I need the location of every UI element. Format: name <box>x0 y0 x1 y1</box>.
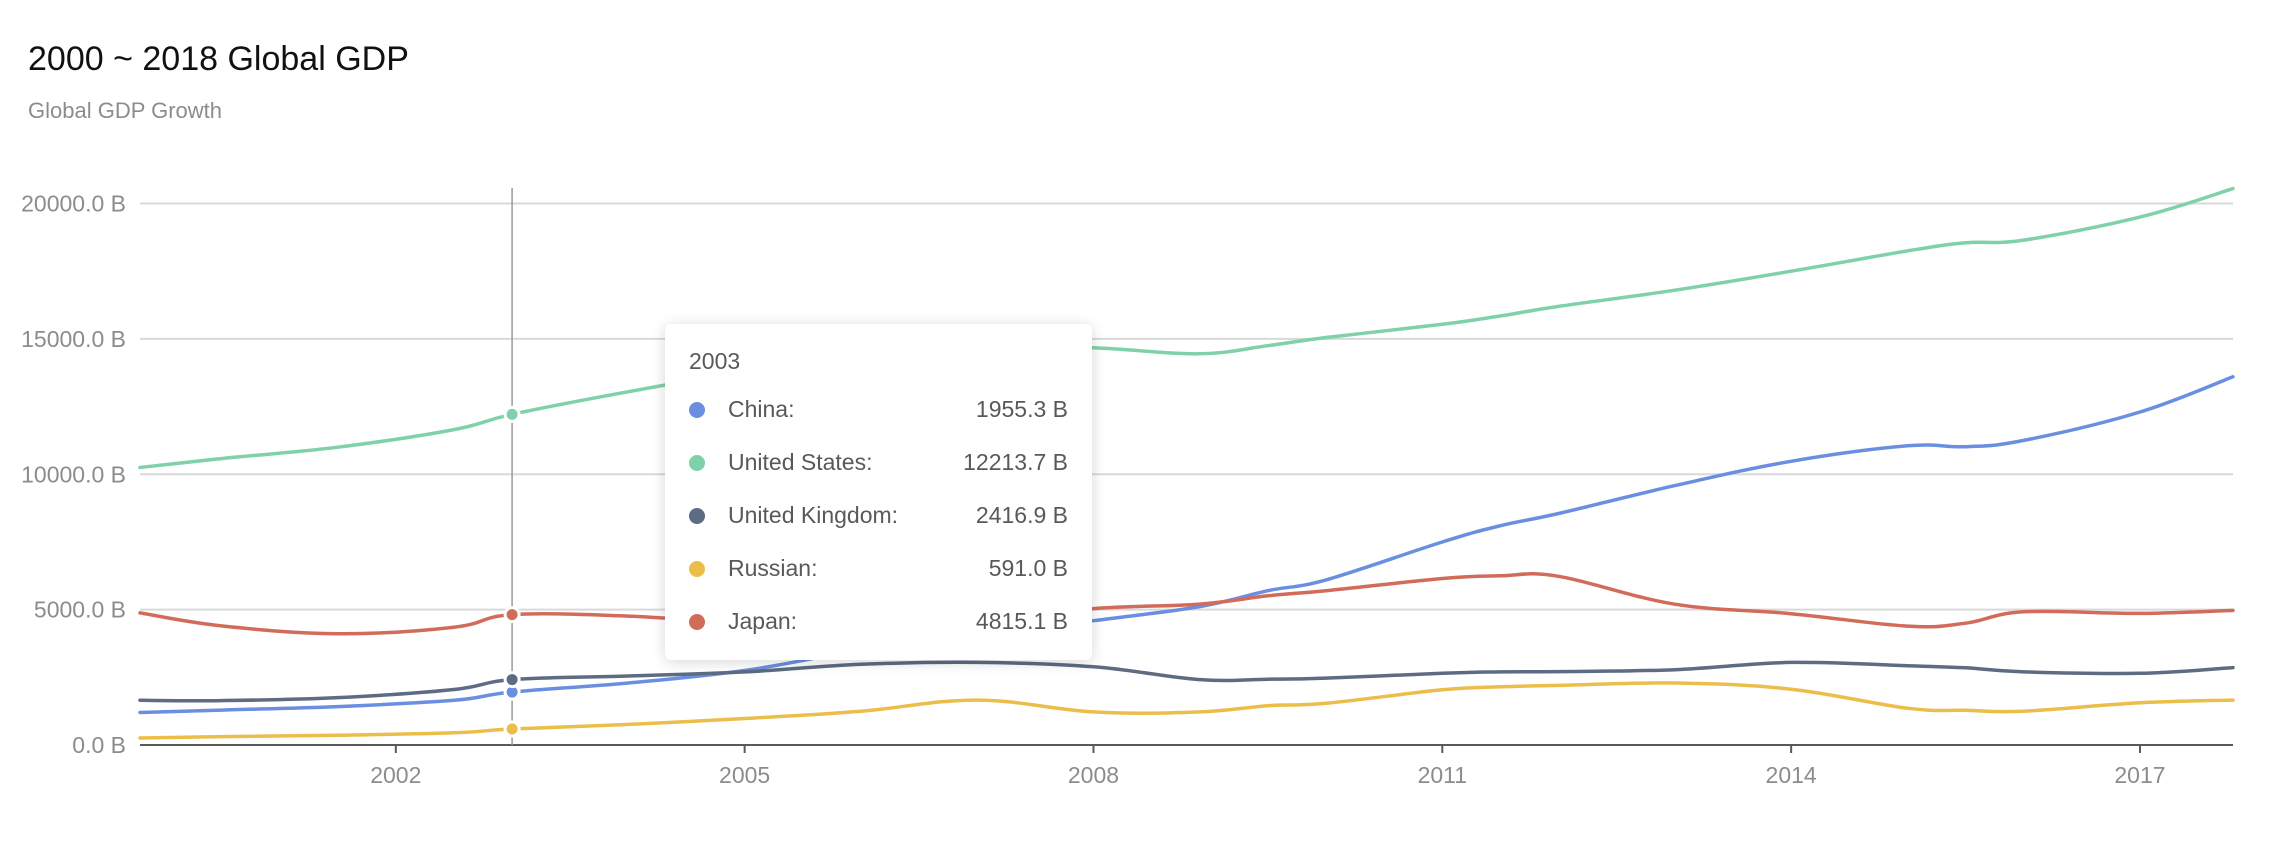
active-points[interactable] <box>503 405 521 738</box>
tooltip-row-china: China: 1955.3 B <box>689 392 1068 426</box>
x-tick-label: 2008 <box>1068 762 1119 788</box>
chart-title: 2000 ~ 2018 Global GDP <box>28 40 409 78</box>
series-line-united-kingdom[interactable] <box>138 660 2235 703</box>
tooltip-name-japan: Japan: <box>728 608 798 634</box>
active-point-united-kingdom[interactable] <box>503 671 521 689</box>
tooltip-value-china: 1955.3 B <box>975 396 1068 422</box>
series-lines[interactable] <box>138 186 2235 740</box>
tooltip-row-united-states: United States: 12213.7 B <box>689 445 1068 479</box>
x-tick-label: 2017 <box>2114 762 2165 788</box>
active-point-japan[interactable] <box>503 606 521 624</box>
active-point-united-states[interactable] <box>503 405 521 423</box>
tooltip-name-united-states: United States: <box>728 449 873 475</box>
united-states-marker-icon <box>689 455 705 471</box>
y-tick-label: 0.0 B <box>72 732 126 758</box>
x-tick-label: 2005 <box>719 762 770 788</box>
x-tick-label: 2014 <box>1766 762 1817 788</box>
tooltip-name-china: China: <box>728 396 795 422</box>
x-tick-label: 2002 <box>370 762 421 788</box>
tooltip-title: 2003 <box>689 348 741 374</box>
tooltip-name-united-kingdom: United Kingdom: <box>728 502 899 528</box>
active-point-russian[interactable] <box>503 720 521 738</box>
tooltip-name-russian: Russian: <box>728 555 818 581</box>
y-tick-label: 20000.0 B <box>21 191 126 217</box>
grid-lines <box>140 202 2233 611</box>
russian-marker-icon <box>689 561 705 577</box>
tooltip-value-japan: 4815.1 B <box>975 608 1068 634</box>
x-tick-label: 2011 <box>1418 762 1467 788</box>
tooltip-value-united-states: 12213.7 B <box>963 449 1068 475</box>
y-tick-label: 5000.0 B <box>34 597 126 623</box>
y-tick-label: 10000.0 B <box>21 461 126 487</box>
series-line-china[interactable] <box>138 375 2235 715</box>
tooltip-value-russian: 591.0 B <box>988 555 1068 581</box>
united-kingdom-marker-icon <box>689 508 705 524</box>
japan-marker-icon <box>689 614 705 630</box>
tooltip-row-japan: Japan: 4815.1 B <box>689 604 1068 638</box>
chart-tooltip: 2003 China: 1955.3 B United States: 1221… <box>665 324 1092 660</box>
tooltip-row-russian: Russian: 591.0 B <box>689 551 1068 585</box>
china-marker-icon <box>689 402 705 418</box>
chart-subtitle: Global GDP Growth <box>28 98 223 123</box>
tooltip-value-united-kingdom: 2416.9 B <box>975 502 1068 528</box>
axes: 0.0 B 5000.0 B 10000.0 B 15000.0 B 20000.0 B… <box>21 191 2233 788</box>
series-line-japan[interactable] <box>138 572 2235 636</box>
y-tick-label: 15000.0 B <box>21 326 126 352</box>
series-line-russian[interactable] <box>138 681 2235 740</box>
tooltip-row-united-kingdom: United Kingdom: 2416.9 B <box>689 498 1068 532</box>
series-line-united-states[interactable] <box>138 186 2235 470</box>
